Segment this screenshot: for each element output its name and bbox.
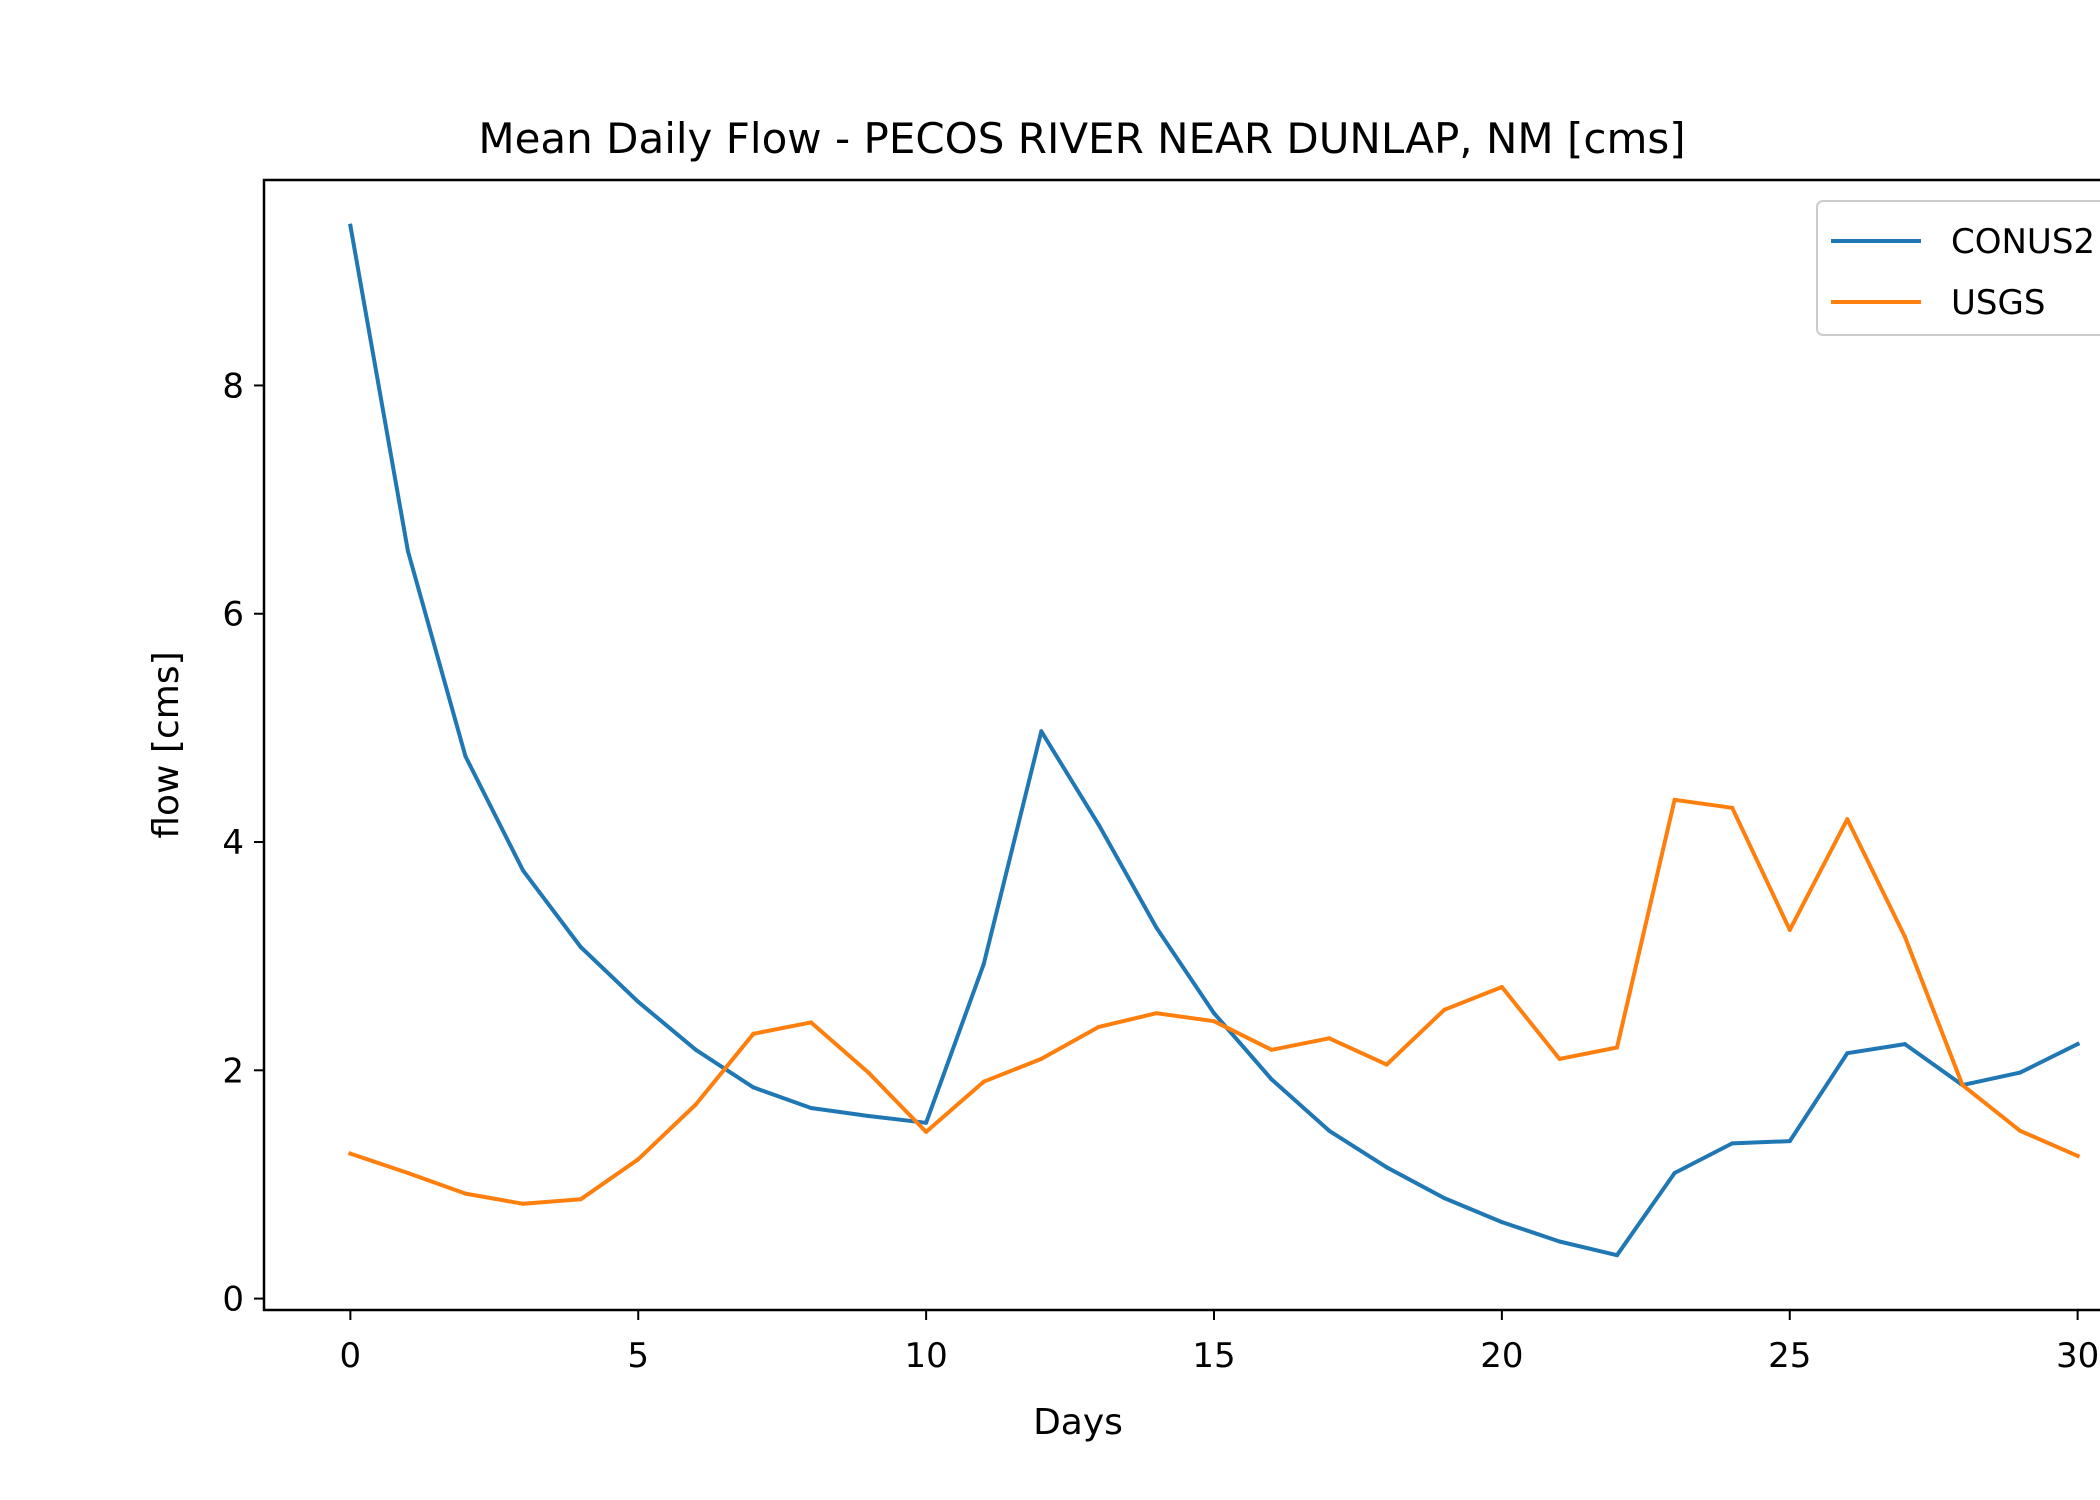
data-point-conus2 xyxy=(1039,729,1044,734)
data-point-usgs xyxy=(578,1197,583,1202)
data-point-conus2 xyxy=(1615,1253,1619,1258)
x-tick-label: 10 xyxy=(904,1336,947,1376)
data-point-conus2 xyxy=(1442,1196,1447,1201)
data-point-conus2 xyxy=(636,999,641,1004)
x-tick-label: 0 xyxy=(340,1336,362,1376)
data-point-conus2 xyxy=(463,754,468,759)
data-point-conus2 xyxy=(1672,1171,1677,1175)
data-point-usgs xyxy=(751,1031,756,1036)
y-axis-label: flow [cms] xyxy=(146,651,187,838)
data-point-usgs xyxy=(348,1151,353,1156)
data-point-conus2 xyxy=(1845,1051,1850,1056)
data-point-conus2 xyxy=(578,945,583,949)
data-point-conus2 xyxy=(866,1114,871,1118)
data-point-usgs xyxy=(1845,817,1850,822)
data-point-conus2 xyxy=(1154,925,1159,930)
x-tick-label: 5 xyxy=(627,1336,649,1376)
data-point-usgs xyxy=(924,1129,929,1134)
data-point-conus2 xyxy=(521,868,526,873)
data-point-usgs xyxy=(809,1020,813,1025)
data-point-conus2 xyxy=(1730,1141,1735,1146)
data-point-usgs xyxy=(1557,1056,1562,1061)
data-point-conus2 xyxy=(924,1120,929,1125)
data-point-usgs xyxy=(2075,1153,2080,1158)
legend-label-usgs: USGS xyxy=(1951,283,2045,323)
data-point-usgs xyxy=(1499,985,1504,989)
plot-area xyxy=(347,223,2081,1258)
data-point-conus2 xyxy=(1902,1042,1907,1047)
data-point-conus2 xyxy=(1557,1239,1562,1244)
data-point-conus2 xyxy=(1384,1165,1389,1170)
data-point-conus2 xyxy=(1212,1011,1216,1016)
data-point-usgs xyxy=(866,1070,871,1075)
y-tick-label: 6 xyxy=(222,595,244,635)
data-point-usgs xyxy=(1327,1036,1332,1041)
data-point-usgs xyxy=(521,1201,526,1206)
data-point-conus2 xyxy=(1787,1139,1792,1144)
y-tick-label: 4 xyxy=(222,823,244,863)
data-point-usgs xyxy=(405,1171,410,1175)
data-point-conus2 xyxy=(1269,1077,1274,1082)
data-point-usgs xyxy=(1960,1083,1965,1088)
x-tick-label: 15 xyxy=(1192,1336,1235,1376)
data-point-usgs xyxy=(1615,1045,1619,1050)
y-tick-label: 2 xyxy=(222,1051,244,1091)
data-point-conus2 xyxy=(1327,1128,1332,1133)
chart-title: Mean Daily Flow - PECOS RIVER NEAR DUNLA… xyxy=(478,114,1685,163)
data-point-usgs xyxy=(1442,1007,1447,1012)
x-axis-label: Days xyxy=(1033,1402,1123,1443)
data-point-conus2 xyxy=(2075,1042,2080,1047)
x-tick-label: 25 xyxy=(1768,1336,1811,1376)
legend-label-conus2: CONUS2 xyxy=(1951,222,2095,262)
data-point-usgs xyxy=(1902,934,1907,939)
data-point-usgs xyxy=(1384,1062,1389,1067)
data-point-conus2 xyxy=(693,1047,698,1052)
data-point-conus2 xyxy=(981,962,986,967)
data-point-usgs xyxy=(463,1191,468,1196)
data-point-conus2 xyxy=(809,1106,813,1110)
data-point-conus2 xyxy=(405,549,410,553)
x-tick-label: 20 xyxy=(1480,1336,1523,1376)
axes: 0 5 10 15 20 25 30 0 2 4 6 8 xyxy=(222,366,2099,1376)
data-point-conus2 xyxy=(751,1085,756,1090)
data-point-usgs xyxy=(1269,1047,1274,1052)
data-point-usgs xyxy=(1154,1011,1159,1016)
y-tick-label: 0 xyxy=(222,1280,244,1320)
data-point-usgs xyxy=(1212,1019,1216,1024)
data-point-usgs xyxy=(693,1102,698,1107)
legend: CONUS2 USGS xyxy=(1816,200,2100,336)
data-point-usgs xyxy=(981,1079,986,1084)
data-point-usgs xyxy=(2018,1128,2023,1133)
data-point-usgs xyxy=(1730,805,1735,810)
x-tick-label: 30 xyxy=(2056,1336,2099,1376)
data-point-usgs xyxy=(1787,927,1792,932)
data-point-usgs xyxy=(1096,1024,1101,1029)
data-point-conus2 xyxy=(1096,822,1101,827)
data-point-usgs xyxy=(1039,1056,1044,1061)
data-point-conus2 xyxy=(1499,1220,1504,1225)
data-point-usgs xyxy=(1672,797,1677,802)
data-point-conus2 xyxy=(348,223,353,228)
data-point-usgs xyxy=(636,1157,641,1162)
y-tick-label: 8 xyxy=(222,366,244,406)
data-point-conus2 xyxy=(2018,1070,2023,1075)
